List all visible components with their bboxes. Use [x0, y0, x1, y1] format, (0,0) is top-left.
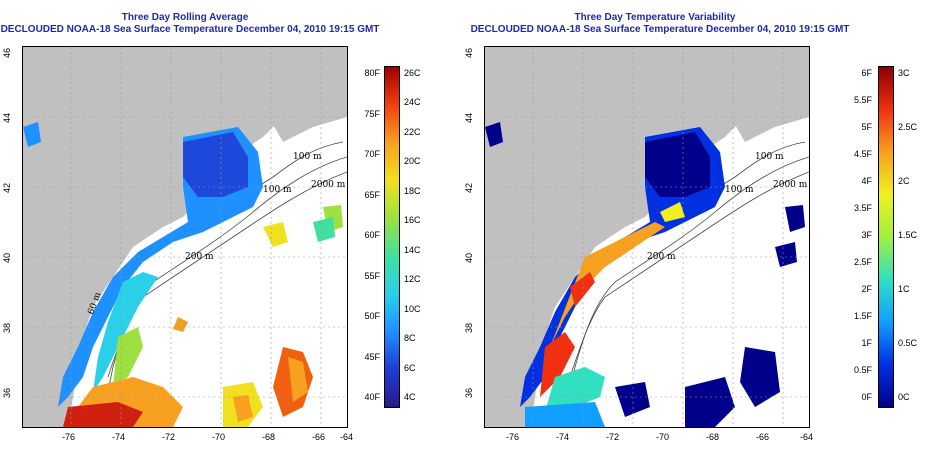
colorbar-label: 2.5F: [853, 257, 872, 267]
colorbar-label: 22C: [404, 126, 421, 137]
lat-tick: 36: [464, 387, 475, 399]
colorbar-label: 45F: [364, 351, 380, 362]
lat-tick: 46: [2, 47, 13, 59]
colorbar-label: 6C: [404, 362, 416, 373]
lat-tick: 40: [2, 252, 13, 264]
left-title-line2: DECLOUDED NOAA-18 Sea Surface Temperatur…: [0, 24, 380, 35]
colorbar-label: 2F: [861, 284, 872, 294]
lon-tick: -72: [162, 432, 176, 442]
contour-label: 2000 m: [311, 180, 346, 190]
variability-colorbar: [878, 66, 894, 408]
lon-tick: -76: [506, 432, 520, 442]
contour-label: 200 m: [185, 252, 214, 262]
contour-label: 100 m: [755, 152, 784, 162]
lat-tick: 42: [2, 182, 13, 194]
colorbar-label: 55F: [364, 270, 380, 281]
lat-tick: 36: [2, 387, 13, 399]
colorbar-label: 26C: [404, 68, 421, 78]
lon-tick: -66: [756, 432, 770, 442]
right-title-line2: DECLOUDED NOAA-18 Sea Surface Temperatur…: [470, 24, 850, 35]
contour-label: 200 m: [647, 252, 676, 262]
colorbar-label: 65F: [364, 189, 380, 200]
lat-tick: 38: [464, 322, 475, 334]
colorbar-label: 14C: [404, 244, 421, 255]
colorbar-label: 0.5F: [853, 365, 872, 375]
left-title-line1: Three Day Rolling Average: [121, 12, 249, 23]
lon-tick: -74: [112, 432, 126, 442]
sst-variability-map: 100 m 100 m 2000 m 200 m: [484, 46, 810, 428]
lon-tick: -68: [262, 432, 276, 442]
colorbar-label: 24C: [404, 97, 421, 108]
lon-tick: -66: [312, 432, 326, 442]
colorbar-label: 1.5C: [898, 230, 918, 240]
colorbar-label: 6F: [861, 68, 872, 78]
colorbar-label: 18C: [404, 185, 421, 196]
colorbar-label: 16C: [404, 215, 421, 226]
colorbar-label: 60F: [364, 230, 380, 240]
colorbar-label: 12C: [404, 274, 421, 285]
lat-tick: 44: [464, 112, 475, 124]
lon-tick: -70: [212, 432, 226, 442]
right-title-line1: Three Day Temperature Variability: [574, 12, 736, 23]
colorbar-label: 3.5F: [853, 203, 872, 213]
lat-tick: 40: [464, 252, 475, 264]
colorbar-label: 1F: [861, 338, 872, 348]
lat-tick: 42: [464, 182, 475, 194]
colorbar-label: 1.5F: [853, 311, 872, 321]
contour-label: 100 m: [263, 185, 292, 195]
lon-tick: -70: [656, 432, 670, 442]
contour-label: 100 m: [725, 185, 754, 195]
colorbar-label: 10C: [404, 303, 421, 314]
lon-tick: -72: [606, 432, 620, 442]
sst-colorbar: [384, 66, 400, 408]
colorbar-label: 40F: [364, 392, 380, 402]
colorbar-label: 2.5C: [898, 122, 918, 132]
lat-tick: 46: [464, 47, 475, 59]
contour-label: 100 m: [293, 152, 322, 162]
lon-tick: -64: [340, 432, 354, 442]
colorbar-label: 1C: [898, 284, 910, 294]
land-mass: [23, 47, 347, 427]
lon-tick: -76: [62, 432, 76, 442]
sst-average-map: 100 m 100 m 2000 m 200 m 60 m: [22, 46, 348, 428]
colorbar-label: 50F: [364, 311, 380, 321]
colorbar-label: 4F: [861, 176, 872, 186]
colorbar-label: 0F: [861, 392, 872, 402]
lon-tick: -74: [556, 432, 570, 442]
gulf-stream-warm: [63, 402, 143, 427]
lon-tick: -68: [706, 432, 720, 442]
colorbar-label: 5F: [861, 122, 872, 132]
colorbar-label: 4.5F: [853, 149, 872, 159]
colorbar-label: 8C: [404, 333, 416, 344]
colorbar-label: 20C: [404, 156, 421, 167]
contour-label: 2000 m: [773, 180, 808, 190]
colorbar-label: 4C: [404, 392, 416, 402]
lat-tick: 44: [2, 112, 13, 124]
colorbar-label: 3F: [861, 230, 872, 240]
colorbar-label: 5.5F: [853, 95, 872, 105]
colorbar-label: 3C: [898, 68, 910, 78]
lon-tick: -64: [800, 432, 814, 442]
colorbar-label: 75F: [364, 108, 380, 119]
colorbar-label: 2C: [898, 176, 910, 186]
nova-scotia-land: [263, 62, 347, 142]
colorbar-label: 0C: [898, 392, 910, 402]
colorbar-label: 0.5C: [898, 338, 918, 348]
colorbar-label: 70F: [364, 149, 380, 159]
lat-tick: 38: [2, 322, 13, 334]
colorbar-label: 80F: [364, 68, 380, 78]
